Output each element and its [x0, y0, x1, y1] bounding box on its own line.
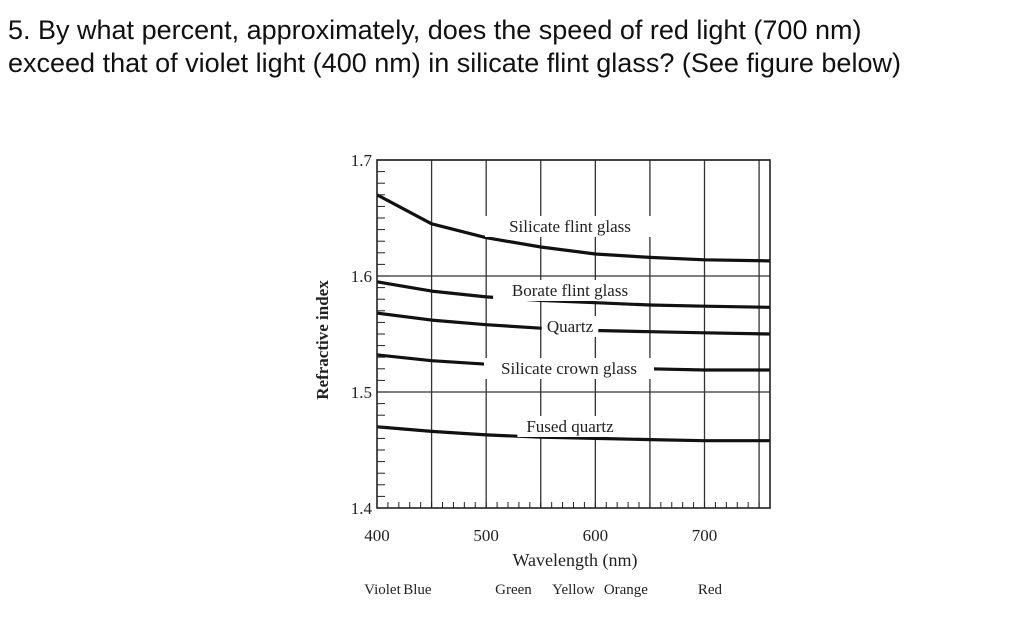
question-line-2: exceed that of violet light (400 nm) in … — [8, 48, 901, 78]
series-label: Silicate flint glass — [509, 217, 631, 236]
y-tick-label: 1.5 — [351, 383, 372, 402]
series-label: Borate flint glass — [512, 281, 628, 300]
series-line — [376, 193, 771, 263]
series-line — [376, 280, 771, 309]
x-tick-label: 400 — [364, 526, 390, 545]
color-band-label: Red — [698, 582, 723, 598]
color-band-label: Yellow — [552, 582, 595, 598]
x-tick-label: 700 — [692, 526, 718, 545]
color-band-label: Orange — [604, 582, 648, 598]
series-label: Silicate crown glass — [501, 359, 637, 378]
series-label-bg — [493, 280, 647, 301]
series-label-bg — [485, 216, 655, 237]
color-band-label: Blue — [403, 582, 432, 598]
x-axis-label: Wavelength (nm) — [512, 550, 637, 571]
series-label-bg — [541, 316, 599, 337]
y-tick-label: 1.7 — [351, 151, 373, 170]
series-label-bg — [484, 358, 654, 379]
series-label: Quartz — [547, 317, 594, 336]
y-tick-label: 1.6 — [351, 267, 372, 286]
color-band-label: Violet — [364, 582, 401, 598]
x-tick-label: 600 — [583, 526, 609, 545]
series-label-bg — [517, 416, 623, 437]
series-label: Fused quartz — [526, 417, 614, 436]
x-tick-label: 500 — [473, 526, 499, 545]
question-text: 5. By what percent, approximately, does … — [8, 14, 1018, 80]
series-line — [376, 425, 770, 443]
color-band-label: Green — [495, 582, 532, 598]
y-tick-label: 1.4 — [351, 499, 373, 518]
y-axis-label: Refractive index — [313, 280, 332, 400]
question-line-1: 5. By what percent, approximately, does … — [8, 15, 862, 45]
